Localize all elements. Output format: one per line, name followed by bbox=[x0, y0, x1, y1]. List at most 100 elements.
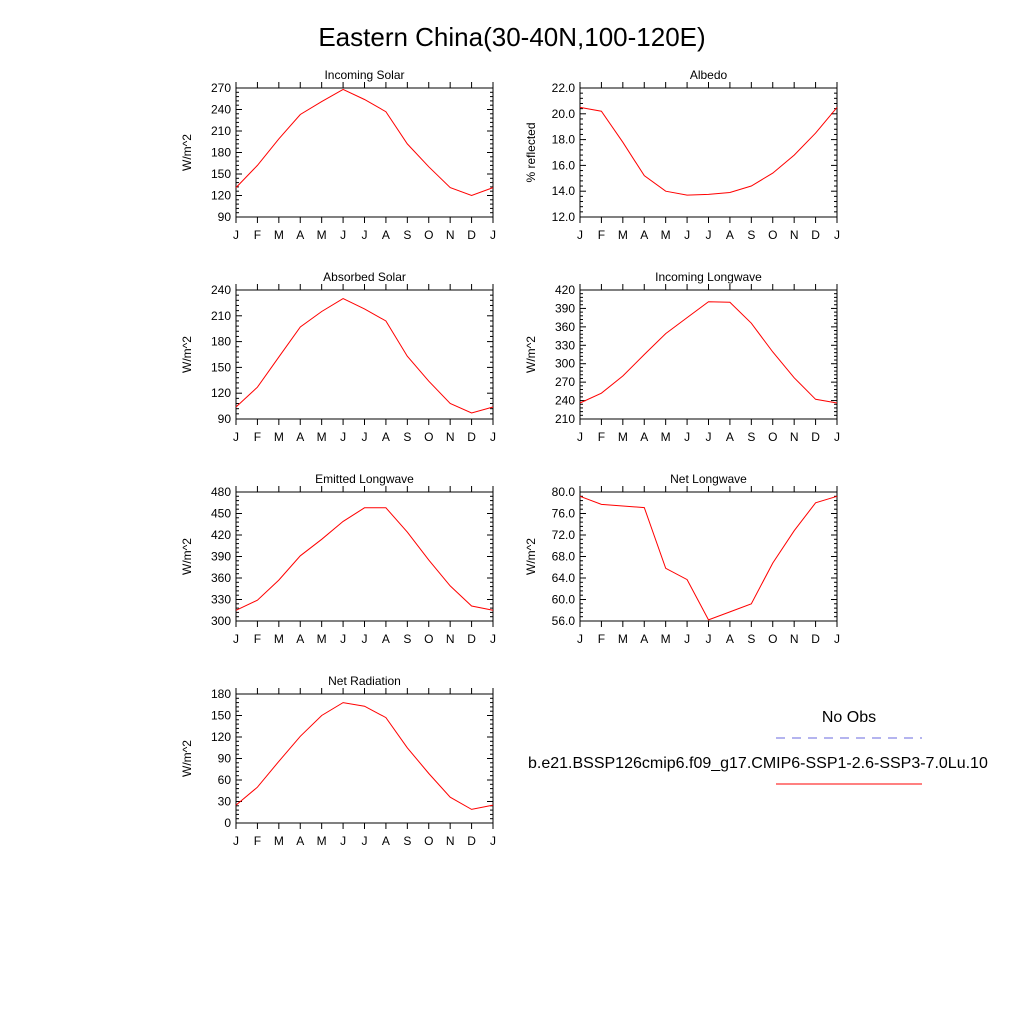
x-tick-label: A bbox=[382, 228, 390, 242]
x-tick-label: M bbox=[274, 632, 284, 646]
y-tick-label: 30 bbox=[218, 795, 232, 809]
y-tick-label: 360 bbox=[211, 571, 231, 585]
x-tick-label: N bbox=[790, 228, 799, 242]
x-tick-label: S bbox=[403, 834, 411, 848]
y-tick-label: 150 bbox=[211, 709, 231, 723]
y-tick-label: 330 bbox=[555, 338, 575, 352]
x-tick-label: J bbox=[362, 228, 368, 242]
x-tick-label: M bbox=[274, 430, 284, 444]
x-tick-label: A bbox=[382, 632, 390, 646]
x-tick-label: M bbox=[618, 632, 628, 646]
y-tick-label: 12.0 bbox=[552, 210, 576, 224]
y-tick-label: 210 bbox=[555, 412, 575, 426]
x-tick-label: O bbox=[768, 632, 777, 646]
y-tick-label: 390 bbox=[211, 550, 231, 564]
legend-model-label: b.e21.BSSP126cmip6.f09_g17.CMIP6-SSP1-2.… bbox=[528, 755, 988, 772]
series-line-model bbox=[579, 495, 838, 621]
x-tick-label: S bbox=[747, 430, 755, 444]
y-tick-label: 120 bbox=[211, 386, 231, 400]
y-tick-label: 68.0 bbox=[552, 550, 576, 564]
x-tick-label: A bbox=[640, 228, 648, 242]
x-tick-label: N bbox=[790, 430, 799, 444]
x-tick-label: J bbox=[706, 228, 712, 242]
y-tick-label: 180 bbox=[211, 146, 231, 160]
plot-frame bbox=[579, 491, 838, 622]
x-tick-label: J bbox=[362, 632, 368, 646]
x-tick-label: J bbox=[233, 834, 239, 848]
panel-net-longwave: Net Longwave W/m^2 56.0 60.0 64.0 68.0 72.0 76.… bbox=[524, 472, 840, 646]
x-tick-label: F bbox=[254, 834, 261, 848]
x-tick-label: A bbox=[296, 834, 304, 848]
x-tick-label: M bbox=[274, 228, 284, 242]
y-tick-label: 150 bbox=[211, 167, 231, 181]
panel-title: Incoming Solar bbox=[324, 68, 404, 82]
series-line-model bbox=[235, 507, 494, 611]
x-tick-label: F bbox=[254, 228, 261, 242]
x-tick-label: D bbox=[811, 430, 820, 444]
x-tick-label: J bbox=[834, 228, 840, 242]
x-tick-label: A bbox=[726, 632, 734, 646]
x-tick-label: M bbox=[317, 632, 327, 646]
x-tick-label: A bbox=[726, 228, 734, 242]
x-tick-label: J bbox=[577, 228, 583, 242]
y-tick-label: 420 bbox=[211, 528, 231, 542]
panel-emitted-longwave: Emitted Longwave W/m^2 300 330 360 390 420 450 4… bbox=[180, 472, 496, 646]
x-tick-label: N bbox=[446, 632, 455, 646]
panel-title: Net Radiation bbox=[328, 674, 401, 688]
panel-incoming-longwave: Incoming Longwave W/m^2 210 240 270 300 330 360… bbox=[524, 270, 840, 444]
x-tick-label: A bbox=[640, 430, 648, 444]
x-tick-label: O bbox=[768, 228, 777, 242]
x-tick-label: A bbox=[382, 834, 390, 848]
panel-incoming-solar: Incoming Solar W/m^2 90 120 150 180 210 240 270 J… bbox=[180, 68, 496, 242]
panel-title: Net Longwave bbox=[670, 472, 747, 486]
x-tick-label: J bbox=[490, 834, 496, 848]
panel-title: Albedo bbox=[690, 68, 728, 82]
legend: No Obs b.e21.BSSP126cmip6.f09_g17.CMIP6-… bbox=[528, 709, 988, 785]
x-tick-label: M bbox=[274, 834, 284, 848]
x-tick-label: D bbox=[467, 632, 476, 646]
x-tick-label: F bbox=[598, 430, 605, 444]
y-tick-label: 300 bbox=[555, 357, 575, 371]
x-tick-label: D bbox=[467, 430, 476, 444]
x-tick-label: F bbox=[598, 228, 605, 242]
x-tick-label: J bbox=[233, 632, 239, 646]
x-tick-label: N bbox=[790, 632, 799, 646]
x-tick-label: A bbox=[296, 430, 304, 444]
y-axis-label: W/m^2 bbox=[180, 336, 194, 373]
figure-title: Eastern China(30-40N,100-120E) bbox=[318, 22, 705, 52]
y-tick-label: 180 bbox=[211, 687, 231, 701]
y-axis-label: W/m^2 bbox=[524, 336, 538, 373]
x-tick-label: J bbox=[706, 632, 712, 646]
x-tick-label: A bbox=[726, 430, 734, 444]
plot-frame bbox=[235, 87, 494, 218]
y-tick-label: 240 bbox=[555, 394, 575, 408]
y-tick-label: 420 bbox=[555, 283, 575, 297]
x-tick-label: J bbox=[834, 632, 840, 646]
x-tick-label: M bbox=[661, 632, 671, 646]
y-tick-label: 150 bbox=[211, 360, 231, 374]
y-tick-label: 60 bbox=[218, 773, 232, 787]
y-tick-label: 60.0 bbox=[552, 593, 576, 607]
x-tick-label: J bbox=[706, 430, 712, 444]
x-tick-label: A bbox=[640, 632, 648, 646]
x-tick-label: M bbox=[661, 228, 671, 242]
x-tick-label: M bbox=[317, 430, 327, 444]
y-tick-label: 18.0 bbox=[552, 133, 576, 147]
x-tick-label: D bbox=[467, 228, 476, 242]
panel-title: Absorbed Solar bbox=[323, 270, 406, 284]
y-tick-label: 180 bbox=[211, 335, 231, 349]
y-axis-label: % reflected bbox=[524, 122, 538, 182]
x-tick-label: M bbox=[661, 430, 671, 444]
x-tick-label: J bbox=[684, 632, 690, 646]
plot-frame bbox=[235, 491, 494, 622]
y-tick-label: 80.0 bbox=[552, 485, 576, 499]
x-tick-label: O bbox=[768, 430, 777, 444]
x-tick-label: S bbox=[403, 228, 411, 242]
x-tick-label: F bbox=[254, 632, 261, 646]
x-tick-label: N bbox=[446, 834, 455, 848]
x-tick-label: M bbox=[317, 834, 327, 848]
x-tick-label: J bbox=[340, 228, 346, 242]
